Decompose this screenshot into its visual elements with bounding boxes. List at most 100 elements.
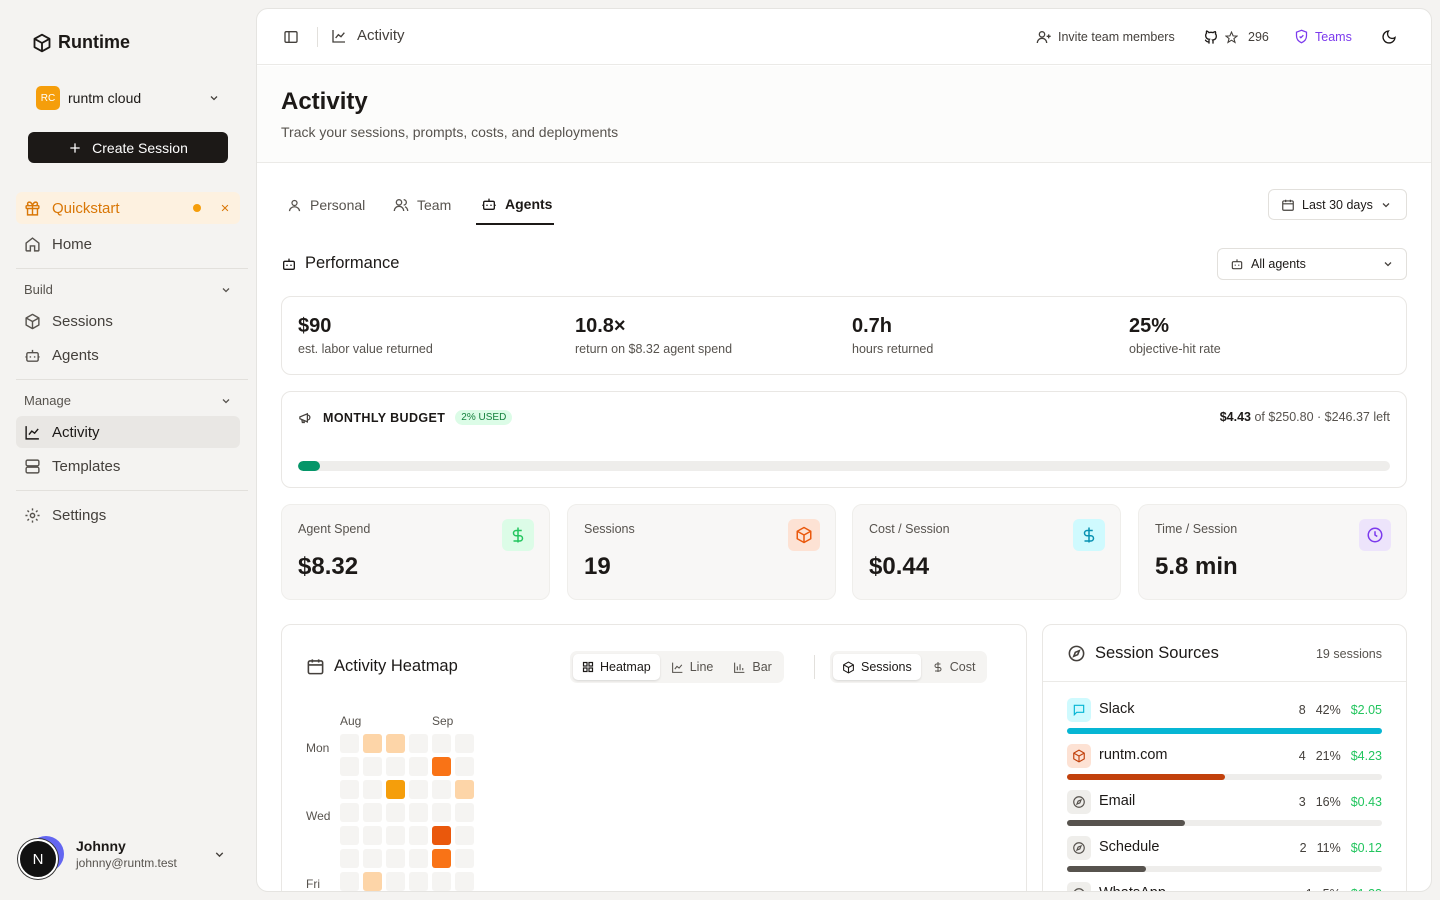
sidebar-group-build[interactable]: Build (24, 282, 232, 297)
heatmap-cell[interactable] (340, 780, 359, 799)
monthly-budget-card: MONTHLY BUDGET 2% USED $4.43 of $250.80 … (281, 391, 1407, 488)
stat-value: 5.8 min (1155, 553, 1238, 580)
stat-card-time-per-session: Time / Session 5.8 min (1138, 504, 1407, 600)
heatmap-cell[interactable] (455, 872, 474, 891)
heatmap-cell[interactable] (409, 849, 428, 868)
heatmap-cell[interactable] (409, 757, 428, 776)
metric-sessions-button[interactable]: Sessions (833, 654, 921, 680)
heatmap-cell[interactable] (386, 826, 405, 845)
heatmap-cell[interactable] (363, 803, 382, 822)
heatmap-cell[interactable] (386, 872, 405, 891)
org-switcher[interactable]: RC runtm cloud (28, 84, 228, 112)
heatmap-cell[interactable] (455, 849, 474, 868)
heatmap-cell[interactable] (340, 803, 359, 822)
heatmap-cell[interactable] (455, 826, 474, 845)
heatmap-cell[interactable] (363, 757, 382, 776)
tab-agents[interactable]: Agents (476, 185, 554, 225)
source-share-bar (1067, 728, 1382, 734)
tab-team[interactable]: Team (388, 185, 456, 225)
source-row[interactable]: Email 3 16% $0.43 (1067, 790, 1382, 836)
date-range-select[interactable]: Last 30 days (1268, 189, 1407, 220)
metric-cost-button[interactable]: Cost (923, 654, 985, 680)
gear-icon (24, 507, 41, 524)
source-name: WhatsApp (1099, 885, 1166, 891)
toggle-sidebar-button[interactable] (283, 29, 299, 45)
user-menu[interactable]: N Johnny johnny@runtm.test (18, 832, 240, 884)
bot-icon (1230, 257, 1244, 271)
sidebar-item-activity[interactable]: Activity (16, 416, 240, 448)
heatmap-cell[interactable] (363, 849, 382, 868)
heatmap-cell[interactable] (455, 757, 474, 776)
sidebar-item-sessions[interactable]: Sessions (16, 305, 240, 337)
heatmap-cell[interactable] (340, 757, 359, 776)
budget-remaining: of $250.80 · $246.37 left (1251, 410, 1390, 424)
metric-label: objective-hit rate (1129, 342, 1221, 356)
heatmap-cell[interactable] (432, 872, 451, 891)
sidebar-item-settings[interactable]: Settings (16, 499, 240, 531)
heatmap-cell[interactable] (386, 757, 405, 776)
heatmap-cell[interactable] (432, 757, 451, 776)
view-bar-button[interactable]: Bar (724, 654, 780, 680)
heatmap-cell[interactable] (363, 872, 382, 891)
source-row[interactable]: runtm.com 4 21% $4.23 (1067, 744, 1382, 790)
heatmap-cell[interactable] (432, 780, 451, 799)
sidebar-item-quickstart[interactable]: Quickstart (16, 192, 240, 224)
calendar-icon (1281, 198, 1295, 212)
heatmap-cell[interactable] (386, 780, 405, 799)
heatmap-heading: Activity Heatmap (306, 657, 458, 676)
heatmap-cell[interactable] (432, 849, 451, 868)
github-stars-button[interactable]: 296 (1203, 29, 1269, 45)
sources-title: Session Sources (1095, 644, 1219, 662)
close-icon[interactable] (220, 203, 230, 213)
heatmap-cell[interactable] (386, 849, 405, 868)
plus-icon (68, 141, 82, 155)
source-row[interactable]: WhatsApp 1 5% $1.33 (1067, 882, 1382, 891)
tab-personal[interactable]: Personal (282, 185, 370, 225)
source-row[interactable]: Schedule 2 11% $0.12 (1067, 836, 1382, 882)
heatmap-cell[interactable] (363, 734, 382, 753)
heatmap-cell[interactable] (455, 734, 474, 753)
heatmap-cell[interactable] (409, 872, 428, 891)
stat-value: $8.32 (298, 553, 359, 580)
source-percent: 21% (1315, 749, 1341, 763)
heatmap-cell[interactable] (409, 826, 428, 845)
heatmap-cell[interactable] (432, 826, 451, 845)
teams-label: Teams (1315, 29, 1352, 44)
sidebar-item-label: Activity (52, 423, 100, 441)
source-percent: 5% (1323, 887, 1341, 891)
heatmap-cell[interactable] (340, 826, 359, 845)
view-line-button[interactable]: Line (662, 654, 723, 680)
heatmap-cell[interactable] (432, 803, 451, 822)
heatmap-cell[interactable] (340, 849, 359, 868)
heatmap-cell[interactable] (455, 780, 474, 799)
teams-button[interactable]: Teams (1294, 29, 1352, 44)
theme-toggle-button[interactable] (1381, 29, 1397, 45)
heatmap-cell[interactable] (340, 872, 359, 891)
sidebar-item-templates[interactable]: Templates (16, 450, 240, 482)
metric: 25% objective-hit rate (1129, 315, 1221, 356)
heatmap-cell[interactable] (340, 734, 359, 753)
heatmap-cell[interactable] (409, 780, 428, 799)
heatmap-cell[interactable] (363, 780, 382, 799)
metric-label: Sessions (861, 660, 912, 674)
heatmap-cell[interactable] (455, 803, 474, 822)
heatmap-cell[interactable] (432, 734, 451, 753)
invite-button[interactable]: Invite team members (1036, 29, 1175, 45)
divider (814, 655, 815, 679)
source-row[interactable]: Slack 8 42% $2.05 (1067, 698, 1382, 744)
date-range-value: Last 30 days (1302, 197, 1373, 212)
heatmap-cell[interactable] (363, 826, 382, 845)
heatmap-cell[interactable] (409, 734, 428, 753)
agent-filter-select[interactable]: All agents (1217, 248, 1407, 280)
heatmap-cell[interactable] (386, 734, 405, 753)
create-session-button[interactable]: Create Session (28, 132, 228, 163)
brand-name: Runtime (58, 32, 130, 52)
users-icon (393, 197, 409, 213)
view-heatmap-button[interactable]: Heatmap (573, 654, 660, 680)
heatmap-cell[interactable] (386, 803, 405, 822)
sidebar-item-home[interactable]: Home (16, 228, 240, 260)
sidebar-item-agents[interactable]: Agents (16, 339, 240, 371)
sidebar-group-manage[interactable]: Manage (24, 393, 232, 408)
brand[interactable]: Runtime (32, 32, 130, 53)
heatmap-cell[interactable] (409, 803, 428, 822)
